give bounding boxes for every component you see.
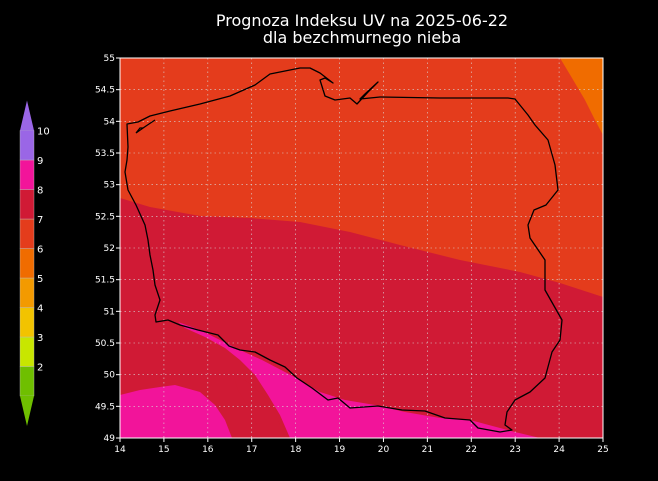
zone-uv-9-west	[120, 385, 232, 438]
legend-swatch-uv-10	[19, 130, 35, 161]
legend-top-cap	[20, 100, 34, 131]
y-tick-label: 55	[104, 54, 115, 64]
legend-swatch-uv-7	[19, 218, 35, 249]
x-tick-label: 22	[466, 445, 477, 455]
legend-swatch-uv-5	[19, 277, 35, 308]
zone-uv-6	[560, 58, 603, 135]
map-plot-area	[119, 57, 604, 439]
legend-label-uv-6: 6	[37, 245, 43, 256]
x-tick-label: 23	[509, 445, 520, 455]
poland-border	[124, 67, 563, 433]
legend-bottom-cap	[20, 396, 34, 426]
zone-uv-8-mountain	[232, 372, 285, 438]
legend-label-uv-10: 10	[37, 127, 50, 138]
x-axis-ticks: 14 15 16 17 18 19 20 21 22 23 24 25	[114, 438, 609, 455]
legend-label-uv-9: 9	[37, 156, 43, 167]
x-tick-label: 24	[553, 445, 565, 455]
map-title: Prognoza Indeksu UV na 2025-06-22 dla be…	[120, 12, 604, 46]
y-tick-label: 51.5	[95, 276, 115, 286]
y-tick-label: 54	[104, 117, 116, 127]
y-tick-label: 53	[104, 181, 115, 191]
legend-swatch-uv-2	[19, 366, 35, 397]
legend-swatch-uv-4	[19, 307, 35, 338]
legend-label-uv-3: 3	[37, 333, 43, 344]
y-tick-label: 53.5	[95, 149, 115, 159]
y-tick-label: 49.5	[95, 402, 115, 412]
legend-swatch-uv-6	[19, 248, 35, 279]
x-tick-label: 19	[334, 445, 346, 455]
x-tick-label: 15	[158, 445, 169, 455]
legend-label-uv-4: 4	[37, 304, 43, 315]
title-line-2: dla bezchmurnego nieba	[262, 28, 462, 47]
x-tick-label: 14	[114, 445, 126, 455]
y-tick-label: 49	[104, 434, 116, 444]
legend-swatch-uv-8	[19, 189, 35, 220]
x-tick-label: 16	[202, 445, 214, 455]
x-tick-label: 25	[597, 445, 608, 455]
coastline-fragment	[135, 119, 156, 134]
legend-label-uv-2: 2	[37, 363, 43, 374]
legend-swatch-uv-3	[19, 336, 35, 367]
uv-legend: 2 3 4 5 6 7 8 9 10	[19, 100, 50, 426]
zone-uv-9-south	[178, 322, 540, 438]
y-tick-label: 54.5	[95, 86, 115, 96]
x-tick-label: 20	[378, 445, 390, 455]
y-tick-label: 51	[104, 307, 115, 317]
y-tick-label: 52	[104, 244, 115, 254]
legend-label-uv-5: 5	[37, 274, 43, 285]
y-tick-label: 52.5	[95, 212, 115, 222]
x-tick-label: 21	[422, 445, 433, 455]
y-tick-label: 50.5	[95, 339, 115, 349]
x-tick-label: 17	[246, 445, 257, 455]
legend-label-uv-8: 8	[37, 186, 43, 197]
title-line-1: Prognoza Indeksu UV na 2025-06-22	[215, 11, 509, 30]
legend-swatch-uv-9	[19, 159, 35, 190]
y-tick-label: 50	[104, 371, 116, 381]
y-axis-ticks: 55 54.5 54 53.5 53 52.5 52 51.5 51 50.5 50 49.5 49	[95, 54, 120, 444]
legend-label-uv-7: 7	[37, 215, 43, 226]
x-tick-label: 18	[290, 445, 302, 455]
